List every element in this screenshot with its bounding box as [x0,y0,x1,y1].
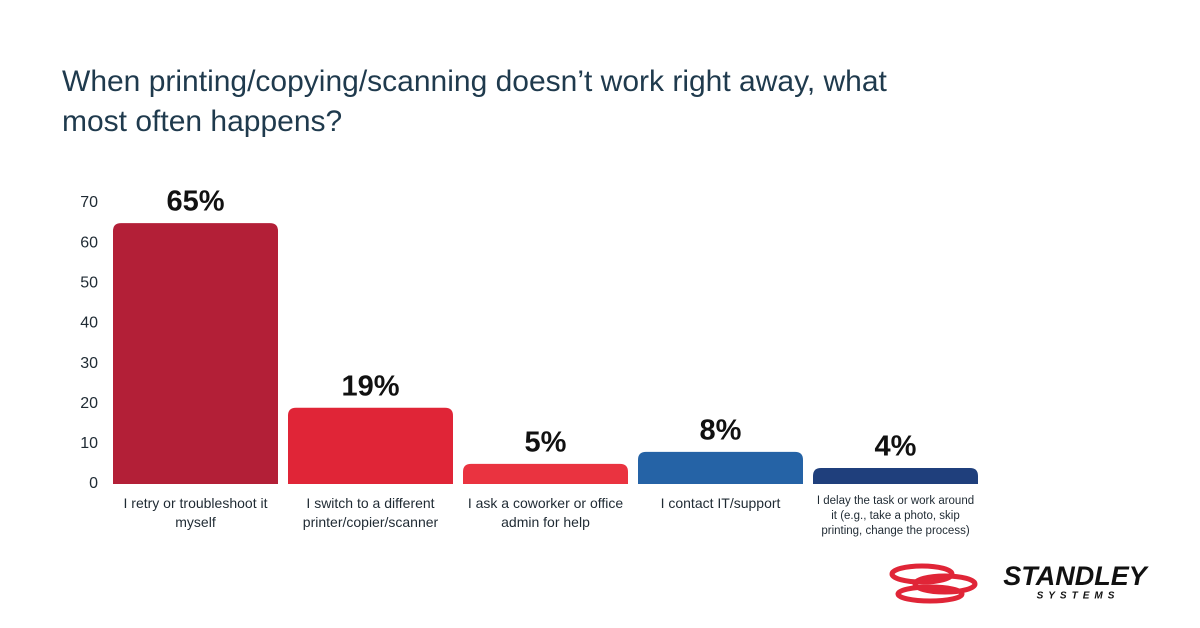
y-tick-label: 0 [89,475,98,492]
y-tick-label: 50 [80,275,98,292]
y-tick-label: 40 [80,315,98,332]
y-tick-label: 60 [80,234,98,251]
bar [813,467,978,484]
x-tick-label: I retry or troubleshoot it myself [123,495,268,530]
logo-swirl [895,584,965,604]
chart-title: When printing/copying/scanning doesn’t w… [62,65,887,138]
bar [113,223,278,485]
logo-swirl [912,573,978,595]
logo-name: STANDLEY [1003,561,1149,591]
logo: STANDLEY SYSTEMS [889,561,1150,604]
logo-tagline: SYSTEMS [1037,591,1120,602]
value-label: 19% [341,370,399,402]
x-tick-label: I delay the task or work around it (e.g.… [816,495,975,537]
bar [463,463,628,484]
x-tick-label: I ask a coworker or office admin for hel… [467,495,624,530]
y-tick-label: 30 [80,355,98,372]
y-tick-label: 20 [80,395,98,412]
y-tick-label: 10 [80,435,98,452]
value-label: 65% [166,186,224,218]
bar [638,451,803,484]
value-label: 5% [525,427,567,459]
x-tick-label: I contact IT/support [660,495,781,511]
value-label: 4% [875,431,917,463]
bar [288,407,453,484]
x-tick-label: I switch to a different printer/copier/s… [302,495,439,530]
value-label: 8% [700,415,742,447]
y-tick-label: 70 [80,194,98,211]
